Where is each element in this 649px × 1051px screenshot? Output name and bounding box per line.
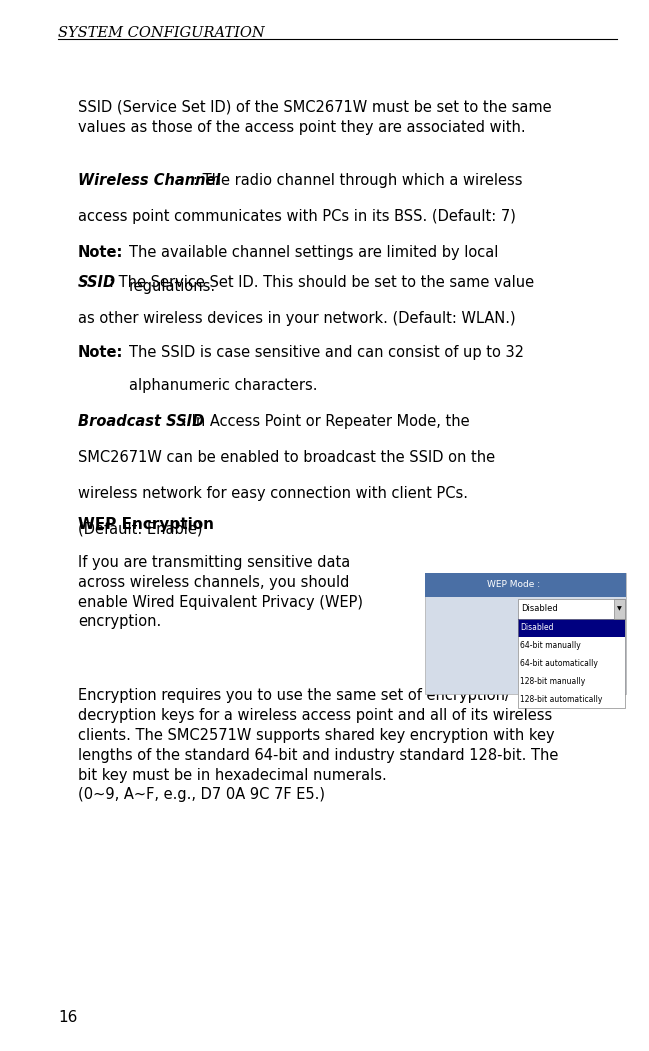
Bar [425, 573, 626, 694]
Text: Disabled: Disabled [520, 623, 554, 632]
Text: The available channel settings are limited by local: The available channel settings are limit… [129, 245, 498, 260]
Bar [518, 691, 625, 708]
Text: SMC2671W can be enabled to broadcast the SSID on the: SMC2671W can be enabled to broadcast the… [78, 450, 495, 465]
Text: 16: 16 [58, 1010, 78, 1025]
Text: as other wireless devices in your network. (Default: WLAN.): as other wireless devices in your networ… [78, 311, 515, 326]
Text: SSID: SSID [78, 275, 116, 290]
Text: If you are transmitting sensitive data
across wireless channels, you should
enab: If you are transmitting sensitive data a… [78, 555, 363, 630]
Bar [518, 619, 625, 637]
Text: WEP Encryption: WEP Encryption [78, 517, 214, 532]
Text: Note:: Note: [78, 345, 123, 359]
Text: Wireless Channel: Wireless Channel [78, 173, 220, 188]
Text: 128-bit automatically: 128-bit automatically [520, 695, 603, 704]
Text: regulations.: regulations. [129, 279, 215, 293]
Bar [518, 619, 625, 708]
Text: Note:: Note: [78, 245, 123, 260]
Text: access point communicates with PCs in its BSS. (Default: 7): access point communicates with PCs in it… [78, 209, 516, 224]
Bar [613, 599, 625, 619]
Text: Disabled: Disabled [521, 604, 557, 613]
Text: alphanumeric characters.: alphanumeric characters. [129, 378, 317, 393]
Text: 64-bit manually: 64-bit manually [520, 641, 581, 651]
Text: (Default: Enable): (Default: Enable) [78, 521, 202, 536]
Bar [518, 673, 625, 691]
Text: ▼: ▼ [617, 606, 622, 612]
Text: : The radio channel through which a wireless: : The radio channel through which a wire… [193, 173, 523, 188]
Bar [518, 637, 625, 655]
Text: Encryption requires you to use the same set of encryption/
decryption keys for a: Encryption requires you to use the same … [78, 688, 558, 802]
Text: 128-bit manually: 128-bit manually [520, 677, 585, 686]
Bar [518, 599, 625, 619]
Text: WEP Mode :: WEP Mode : [487, 580, 540, 590]
Text: wireless network for easy connection with client PCs.: wireless network for easy connection wit… [78, 486, 468, 500]
Text: SSID (Service Set ID) of the SMC2671W must be set to the same
values as those of: SSID (Service Set ID) of the SMC2671W mu… [78, 100, 552, 135]
Text: : In Access Point or Repeater Mode, the: : In Access Point or Repeater Mode, the [182, 414, 469, 429]
Text: The SSID is case sensitive and can consist of up to 32: The SSID is case sensitive and can consi… [129, 345, 524, 359]
Text: Broadcast SSID: Broadcast SSID [78, 414, 204, 429]
Text: SYSTEM CONFIGURATION: SYSTEM CONFIGURATION [58, 26, 265, 40]
Text: 64-bit automatically: 64-bit automatically [520, 659, 598, 668]
Bar [518, 655, 625, 673]
Text: : The Service Set ID. This should be set to the same value: : The Service Set ID. This should be set… [109, 275, 534, 290]
Bar [425, 573, 626, 597]
